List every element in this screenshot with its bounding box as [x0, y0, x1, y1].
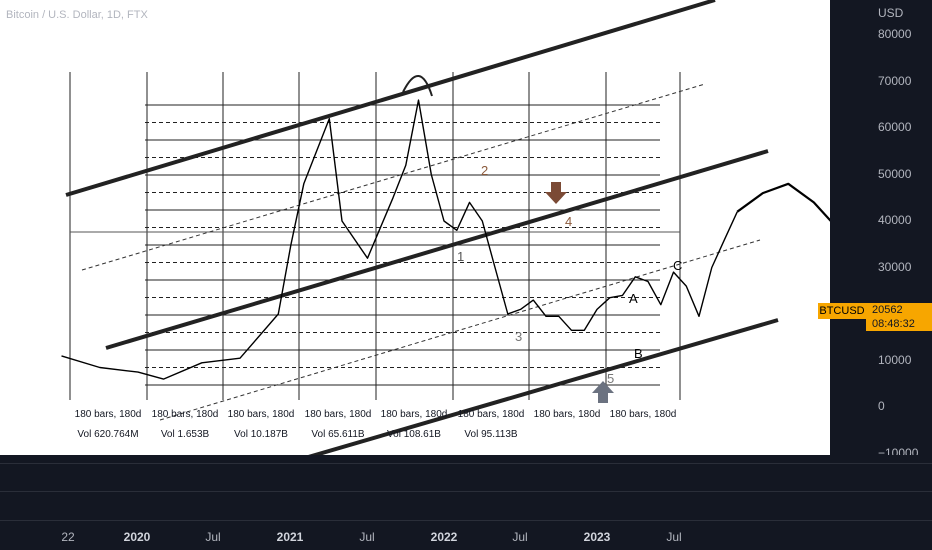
time-tick-label: Jul — [359, 530, 375, 544]
range-bars-label: 180 bars, 180d — [228, 409, 295, 420]
range-bars-label: 180 bars, 180d — [534, 409, 601, 420]
time-tick-label: 22 — [61, 530, 75, 544]
currency-label: USD — [878, 6, 904, 20]
divider — [0, 491, 932, 492]
wave-label: C — [673, 258, 682, 273]
price-tick-label: 60000 — [878, 120, 912, 134]
range-volume-label: Vol 620.764M — [77, 429, 138, 440]
price-tick-label: 30000 — [878, 259, 912, 274]
time-tick-label: Jul — [205, 530, 221, 544]
range-bars-label: 180 bars, 180d — [152, 409, 219, 420]
range-volume-label: Vol 1.653B — [161, 429, 210, 440]
price-tick-label: 80000 — [878, 27, 912, 41]
wave-label: 4 — [565, 214, 572, 229]
time-tick-label: 2021 — [276, 530, 304, 544]
price-tick-label: 50000 — [878, 166, 912, 181]
down-arrow-icon — [545, 182, 567, 204]
price-tick-label: 0 — [878, 399, 885, 413]
channel-dashed-upper — [81, 83, 706, 271]
price-tick-label: 10000 — [878, 352, 912, 367]
peak-arc — [402, 75, 433, 97]
chart-plot-area[interactable]: 1 2 3 4 5 A B C 180 bars, 180d Vol 620.764M 180 ba… — [0, 0, 830, 455]
range-bars-label: 180 bars, 180d — [610, 409, 677, 420]
wave-label: 1 — [457, 249, 464, 264]
time-axis-area[interactable] — [0, 455, 932, 550]
range-bars-label: 180 bars, 180d — [75, 409, 142, 420]
symbol-price-label: BTCUSD — [818, 303, 866, 319]
price-axis[interactable]: USD8000070000600005000040000300002000010… — [866, 0, 932, 460]
price-series-line — [61, 99, 738, 380]
channel-middle-line — [105, 149, 769, 350]
last-price-box: 20562 08:48:32 — [866, 303, 932, 331]
channel-upper-line — [65, 0, 716, 197]
channel-lower-line — [308, 318, 779, 455]
divider — [0, 520, 932, 521]
time-tick-label: 2023 — [583, 530, 611, 544]
last-price: 20562 — [872, 304, 903, 316]
projection-series-line — [736, 182, 830, 222]
range-volume-label: Vol 108.61B — [387, 429, 441, 440]
range-bars-label: 180 bars, 180d — [458, 409, 525, 420]
time-tick-label: 2020 — [123, 530, 151, 544]
time-tick-label: Jul — [666, 530, 682, 544]
wave-label: A — [629, 291, 638, 306]
price-tick-label: 40000 — [878, 213, 912, 227]
range-volume-label: Vol 95.113B — [464, 429, 518, 440]
wave-label: 3 — [515, 329, 522, 344]
divider — [0, 463, 932, 464]
time-tick-label: 2022 — [430, 530, 458, 544]
wave-label: B — [634, 346, 643, 361]
time-tick-label: Jul — [512, 530, 528, 544]
up-arrow-icon — [592, 381, 614, 403]
range-bars-label: 180 bars, 180d — [381, 409, 448, 420]
range-volume-label: Vol 65.611B — [311, 429, 365, 440]
wave-label: 5 — [607, 371, 614, 386]
chart-canvas[interactable]: 1 2 3 4 5 A B C 180 bars, 180d Vol 620.764M 180 ba… — [0, 0, 830, 455]
price-tick-label: 70000 — [878, 73, 912, 88]
range-bars-label: 180 bars, 180d — [305, 409, 372, 420]
channel-dashed-lower — [159, 239, 761, 421]
range-volume-label: Vol 10.187B — [234, 429, 288, 440]
bar-countdown: 08:48:32 — [872, 318, 915, 330]
symbol-title: Bitcoin / U.S. Dollar, 1D, FTX — [6, 9, 148, 21]
wave-label: 2 — [481, 163, 488, 178]
